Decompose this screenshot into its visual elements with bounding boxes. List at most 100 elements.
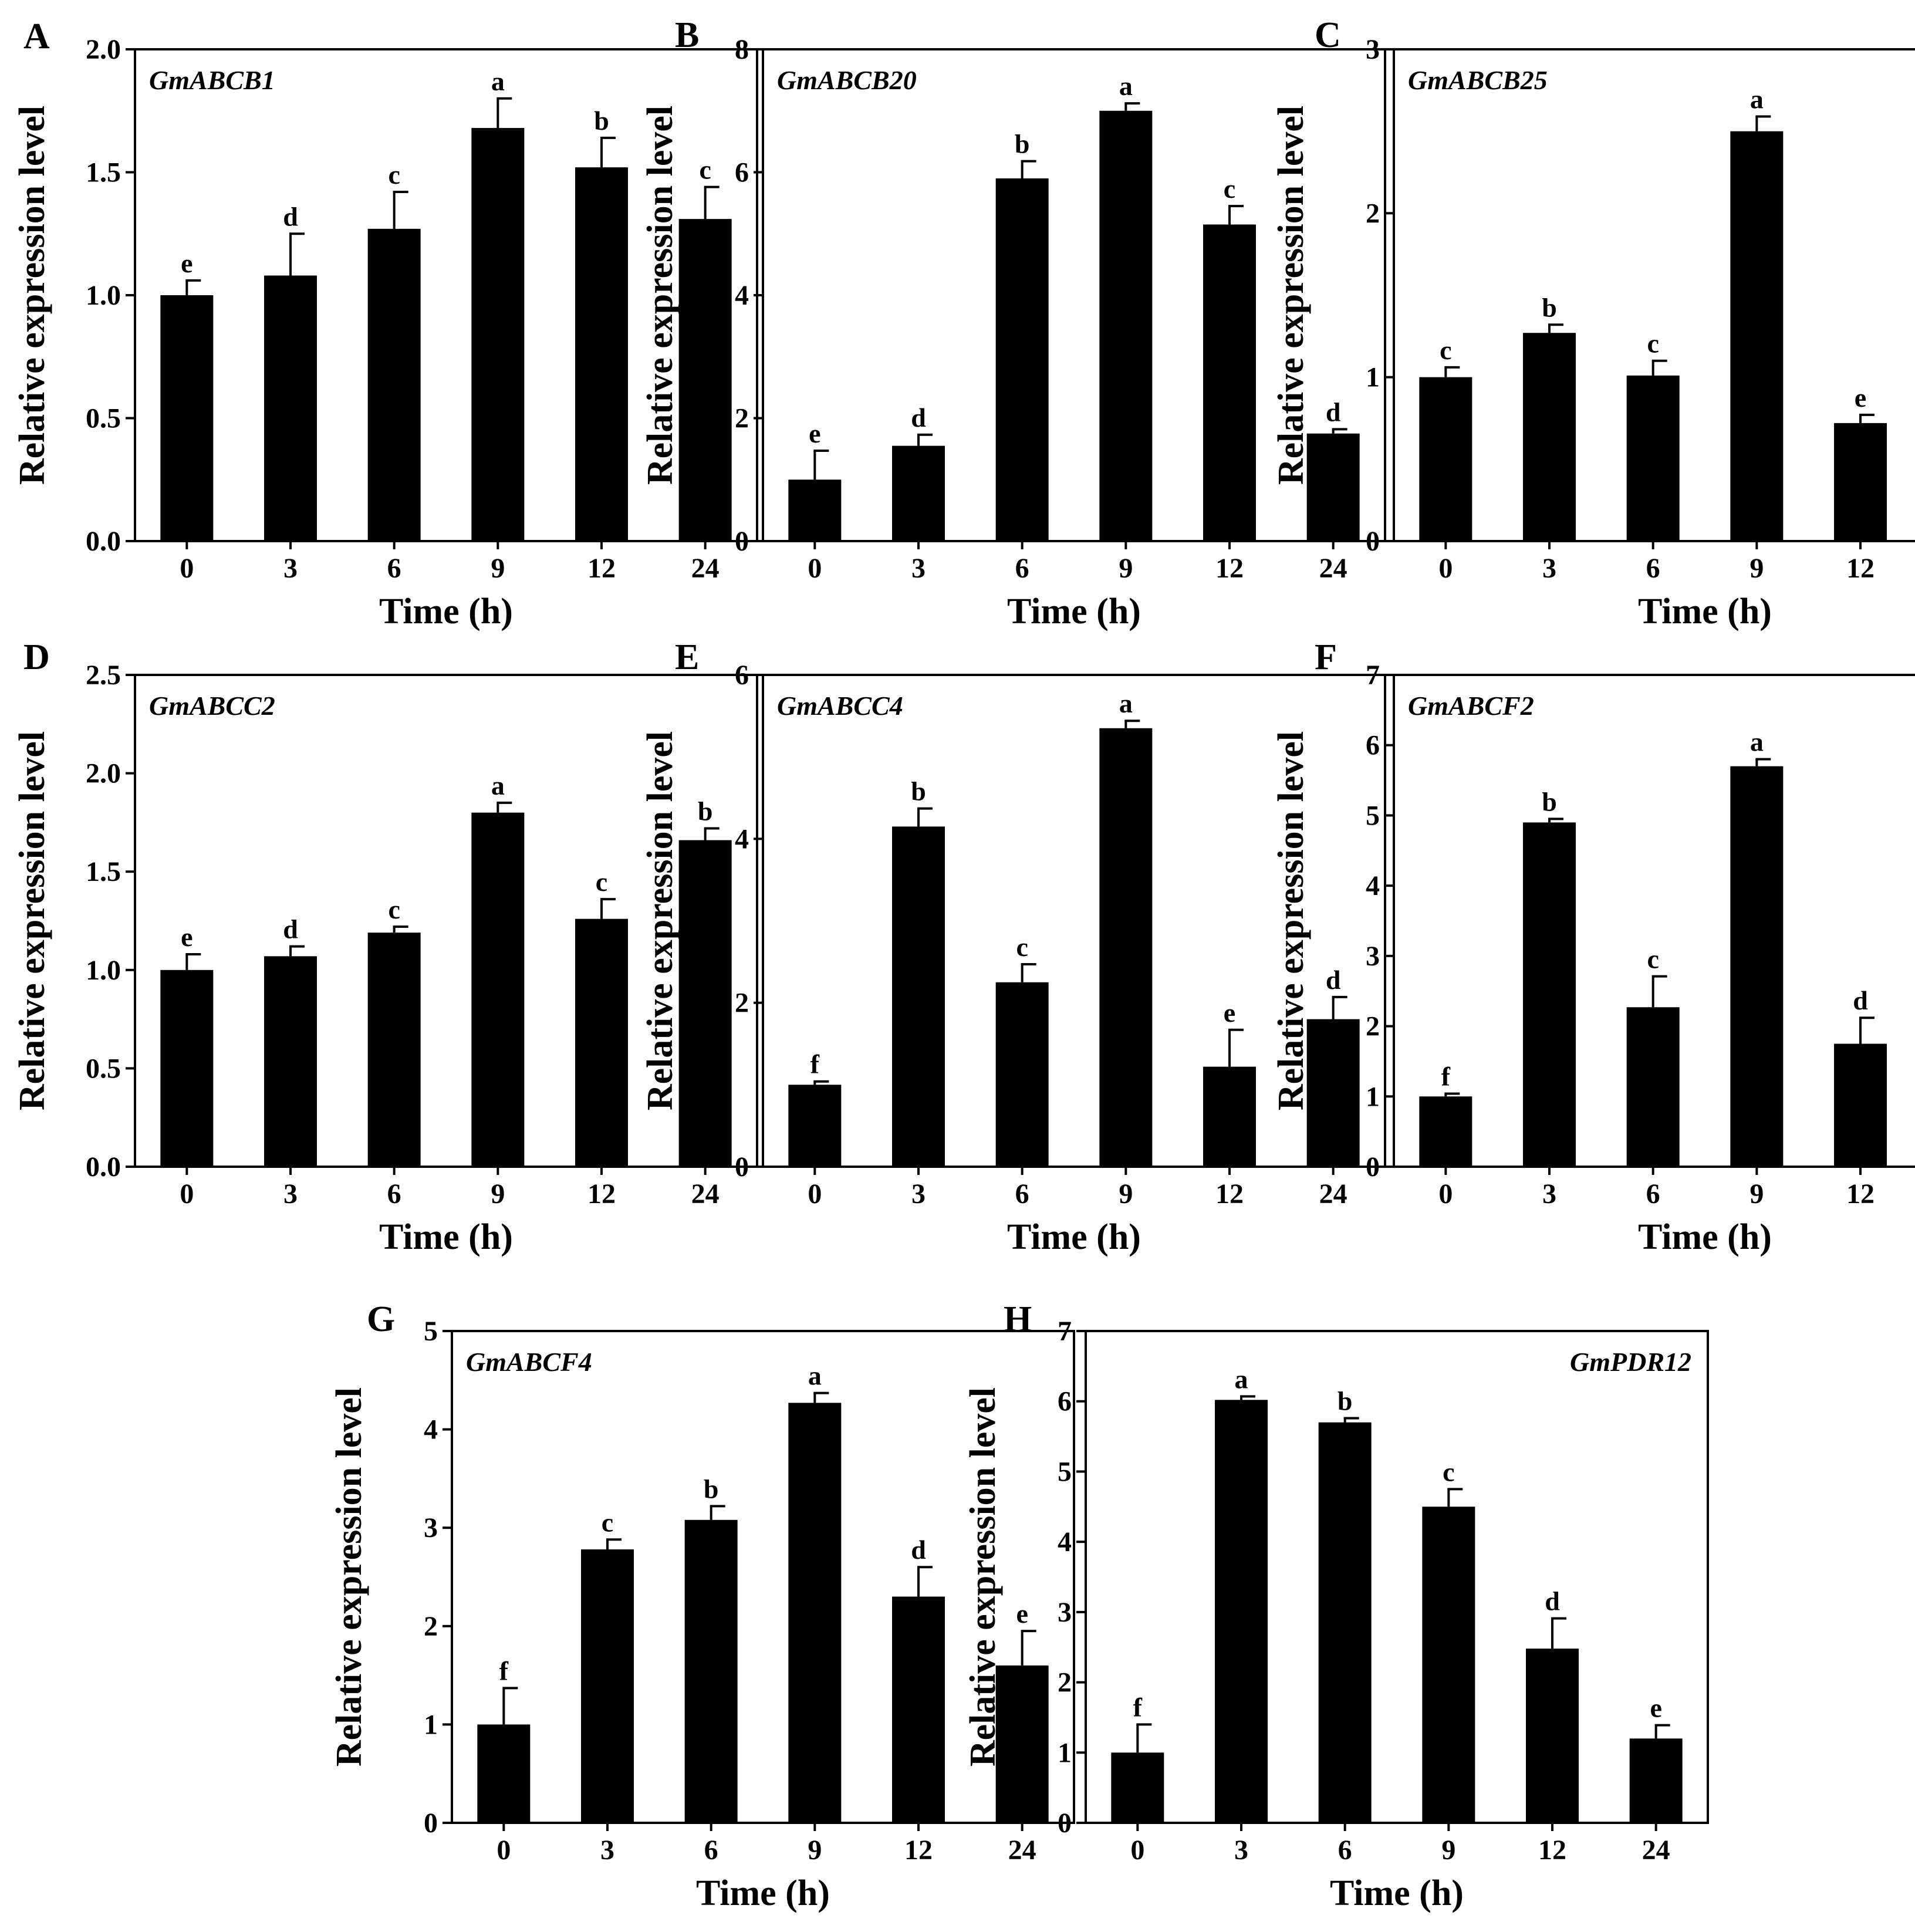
- panel-letter: B: [675, 15, 699, 55]
- y-tick-label: 2.0: [86, 34, 121, 65]
- significance-letter: a: [1119, 688, 1133, 718]
- bar: [471, 128, 525, 541]
- bar: [1626, 1007, 1680, 1167]
- y-tick-label: 0: [1366, 526, 1380, 557]
- x-tick-label: 9: [1119, 553, 1133, 584]
- y-axis-title: Relative expression level: [1271, 731, 1311, 1110]
- y-tick-label: 0.5: [86, 403, 121, 434]
- x-tick-label: 6: [704, 1835, 718, 1866]
- y-tick-label: 2: [1366, 198, 1380, 229]
- significance-letter: a: [1235, 1364, 1248, 1394]
- plot-frame: [451, 1330, 1075, 1824]
- y-tick-label: 0: [424, 1808, 438, 1839]
- x-tick-label: 0: [1438, 1178, 1453, 1210]
- x-tick-label: 0: [1130, 1835, 1144, 1866]
- x-tick-label: 0: [180, 1178, 194, 1210]
- x-tick-label: 12: [1846, 553, 1875, 584]
- bar: [678, 840, 732, 1167]
- y-tick-label: 0: [1058, 1808, 1072, 1839]
- significance-letter: f: [1133, 1692, 1143, 1722]
- gene-label: GmPDR12: [1570, 1347, 1691, 1377]
- significance-letter: a: [1119, 71, 1133, 101]
- gene-label: GmABCB1: [149, 65, 275, 95]
- bar: [1526, 1649, 1579, 1823]
- plot-frame: [1393, 48, 1915, 542]
- x-tick-label: 3: [283, 553, 298, 584]
- plot-frame: [762, 674, 1386, 1168]
- y-tick-label: 6: [1058, 1386, 1072, 1417]
- x-tick-label: 6: [1015, 553, 1029, 584]
- bar: [678, 219, 732, 541]
- significance-letter: b: [1542, 292, 1557, 322]
- y-tick-label: 1.5: [86, 157, 121, 188]
- bar: [1730, 131, 1784, 541]
- bar: [160, 970, 214, 1167]
- x-axis-title: Time (h): [379, 1217, 513, 1257]
- y-tick-label: 0.0: [86, 1151, 121, 1183]
- y-tick-label: 8: [735, 34, 749, 65]
- significance-letter: d: [1326, 397, 1341, 427]
- bar: [1523, 822, 1576, 1167]
- bar: [1306, 1019, 1360, 1167]
- x-tick-label: 12: [587, 1178, 616, 1210]
- x-tick-label: 9: [491, 553, 505, 584]
- y-tick-label: 2.0: [86, 758, 121, 789]
- y-tick-label: 0.5: [86, 1053, 121, 1084]
- bar: [788, 479, 842, 541]
- significance-letter: e: [809, 418, 820, 448]
- significance-letter: c: [1440, 335, 1451, 365]
- y-tick-label: 2: [735, 403, 749, 434]
- chart-panel-d: De0d3c6a9c12b240.00.51.01.52.02.5GmABCC2…: [12, 637, 758, 1257]
- bar: [788, 1085, 842, 1167]
- y-tick-label: 2: [1058, 1667, 1072, 1698]
- x-tick-label: 9: [1749, 553, 1764, 584]
- bar: [1523, 333, 1576, 541]
- y-tick-label: 4: [1366, 870, 1380, 901]
- significance-letter: e: [1016, 1599, 1028, 1629]
- significance-letter: b: [594, 106, 609, 136]
- x-axis-title: Time (h): [1007, 592, 1141, 631]
- bar: [995, 1665, 1049, 1823]
- x-tick-label: 24: [691, 1178, 720, 1210]
- significance-letter: c: [388, 160, 400, 190]
- bar: [264, 956, 317, 1167]
- x-tick-label: 9: [808, 1835, 822, 1866]
- x-tick-label: 3: [1542, 1178, 1556, 1210]
- bar: [1834, 1043, 1887, 1167]
- x-tick-label: 3: [600, 1835, 614, 1866]
- x-axis-title: Time (h): [1638, 592, 1772, 631]
- bar: [1203, 1066, 1256, 1167]
- significance-letter: c: [1016, 932, 1028, 962]
- significance-letter: c: [596, 867, 607, 897]
- x-tick-label: 3: [911, 553, 926, 584]
- plot-frame: [134, 674, 758, 1168]
- bar: [1419, 377, 1472, 541]
- panel-letter: H: [1004, 1299, 1032, 1339]
- y-tick-label: 3: [1366, 941, 1380, 972]
- x-tick-label: 3: [1234, 1835, 1248, 1866]
- y-tick-label: 0.0: [86, 526, 121, 557]
- bar: [892, 1596, 945, 1823]
- y-axis-title: Relative expression level: [640, 731, 680, 1110]
- bar: [264, 275, 317, 541]
- significance-letter: e: [1650, 1693, 1661, 1723]
- bar: [1099, 728, 1153, 1167]
- x-tick-label: 6: [387, 553, 401, 584]
- bar: [367, 933, 421, 1167]
- y-axis-title: Relative expression level: [963, 1387, 1003, 1767]
- plot-frame: [762, 48, 1386, 542]
- significance-letter: b: [704, 1474, 719, 1504]
- x-axis-title: Time (h): [1330, 1873, 1464, 1913]
- x-tick-label: 12: [1538, 1835, 1566, 1866]
- x-axis-title: Time (h): [379, 592, 513, 631]
- significance-letter: c: [1647, 944, 1659, 974]
- gene-label: GmABCC2: [149, 691, 275, 721]
- y-tick-label: 2: [424, 1611, 438, 1642]
- x-tick-label: 24: [691, 553, 720, 584]
- significance-letter: f: [810, 1049, 820, 1079]
- chart-panel-c: Cc0b3c6a9e12d240123GmABCB25Time (h)Relat…: [1271, 15, 1915, 631]
- y-tick-label: 2: [1366, 1011, 1380, 1042]
